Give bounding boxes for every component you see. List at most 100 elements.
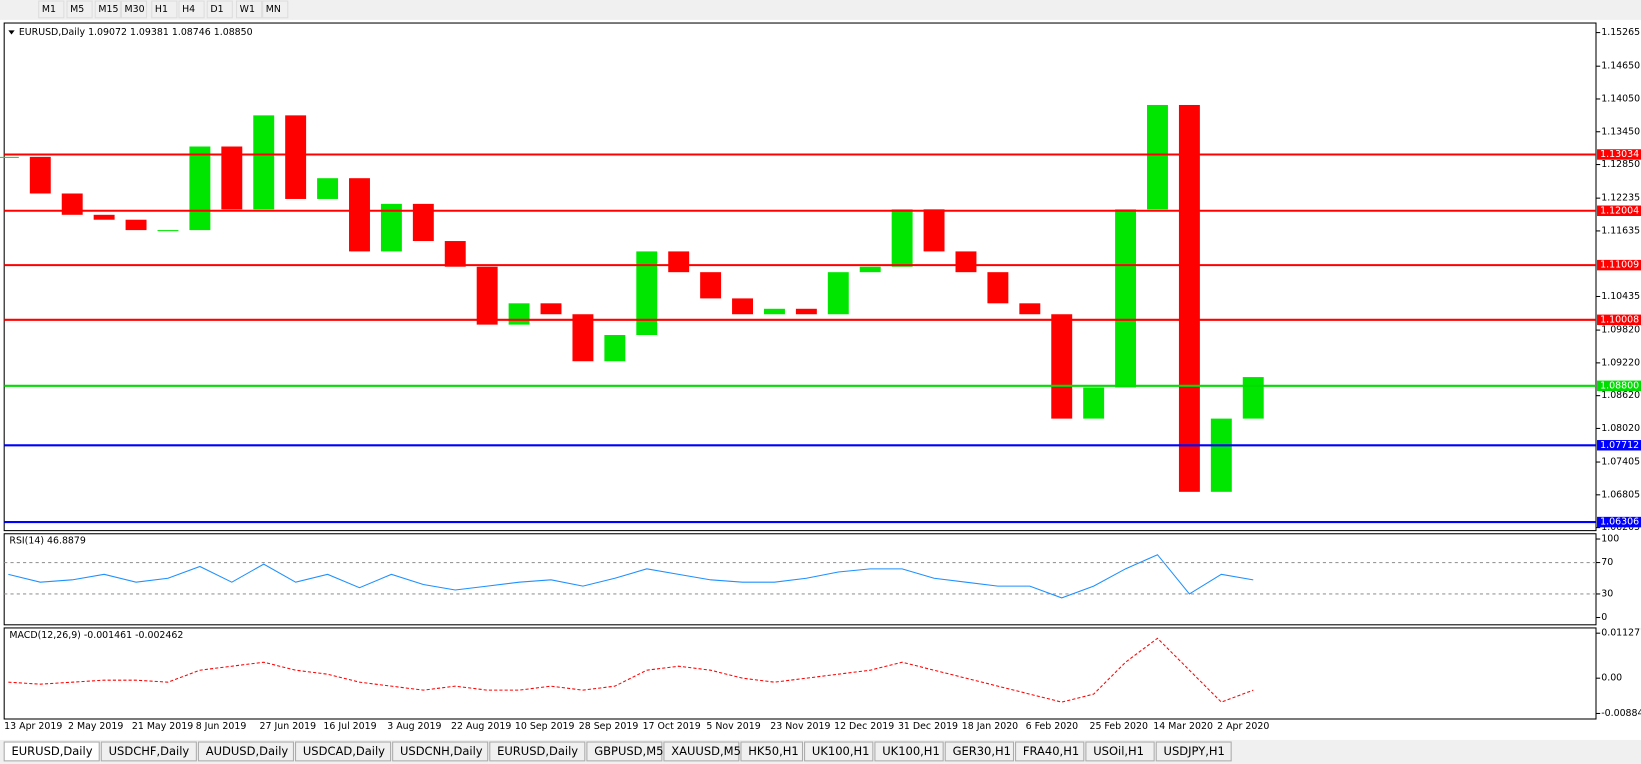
candle-body bbox=[700, 272, 722, 299]
candle-body bbox=[1019, 303, 1041, 315]
tab[interactable] bbox=[586, 741, 663, 762]
candle-body bbox=[29, 156, 51, 194]
y-tick-label: 1.09820 bbox=[1601, 325, 1640, 336]
tab[interactable] bbox=[874, 741, 944, 762]
level-label-box bbox=[1597, 205, 1641, 216]
tab-label[interactable]: GER30,H1 bbox=[953, 744, 1011, 758]
tab[interactable] bbox=[489, 741, 586, 762]
timeframe-button[interactable] bbox=[235, 0, 263, 19]
candle-body bbox=[795, 308, 817, 315]
timeframe-button[interactable] bbox=[178, 0, 205, 19]
tab[interactable] bbox=[197, 741, 294, 762]
tab[interactable] bbox=[3, 741, 100, 762]
timeframe-button[interactable] bbox=[151, 0, 178, 19]
indicator-line bbox=[8, 637, 1254, 703]
level-label-box bbox=[1597, 149, 1641, 160]
y-tick-label: 1.14050 bbox=[1601, 93, 1640, 104]
tab-label[interactable]: UK100,H1 bbox=[882, 744, 940, 758]
tab-label[interactable]: AUDUSD,Daily bbox=[206, 744, 289, 758]
timeframe-label[interactable]: M15 bbox=[98, 4, 118, 15]
level-label-box bbox=[1597, 259, 1641, 271]
tab-label[interactable]: FRA40,H1 bbox=[1023, 744, 1079, 758]
candle-body bbox=[444, 241, 466, 267]
candle-body bbox=[1147, 104, 1168, 210]
timeframe-button[interactable] bbox=[66, 0, 93, 19]
x-tick-label: 17 Oct 2019 bbox=[643, 721, 701, 732]
tab-label[interactable]: HK50,H1 bbox=[748, 744, 798, 758]
tab[interactable] bbox=[1085, 741, 1155, 762]
candle-body bbox=[987, 272, 1009, 304]
tab[interactable] bbox=[740, 741, 804, 762]
tab-label[interactable]: EURUSD,Daily bbox=[497, 744, 578, 758]
tab[interactable] bbox=[295, 741, 392, 762]
x-tick-label: 2 May 2019 bbox=[68, 721, 123, 732]
y-tick-label: 100 bbox=[1601, 534, 1619, 545]
tab-label[interactable]: USDCHF,Daily bbox=[109, 744, 190, 758]
candle-body bbox=[923, 209, 945, 252]
level-label: 1.07712 bbox=[1600, 440, 1639, 451]
chart-area bbox=[0, 19, 1641, 740]
collapse-icon bbox=[8, 30, 15, 35]
x-tick-label: 13 Apr 2019 bbox=[4, 721, 62, 732]
tab-label[interactable]: USDCNH,Daily bbox=[400, 744, 483, 758]
timeframe-label[interactable]: M1 bbox=[42, 4, 56, 15]
y-tick-label: 1.13450 bbox=[1601, 126, 1640, 137]
y-tick-label: 1.07405 bbox=[1601, 457, 1640, 468]
candle-body bbox=[827, 272, 849, 315]
candle-body bbox=[412, 203, 434, 242]
x-tick-label: 16 Jul 2019 bbox=[323, 721, 376, 732]
candle-body bbox=[859, 266, 881, 273]
x-tick-label: 3 Aug 2019 bbox=[387, 721, 441, 732]
timeframe-button[interactable] bbox=[262, 0, 289, 19]
level-label: 1.13034 bbox=[1600, 149, 1639, 160]
tab[interactable] bbox=[804, 741, 874, 762]
timeframe-button[interactable] bbox=[206, 0, 233, 19]
timeframe-label[interactable]: MN bbox=[266, 4, 281, 15]
tab[interactable] bbox=[663, 741, 740, 762]
tab[interactable] bbox=[100, 741, 197, 762]
tab[interactable] bbox=[1015, 741, 1085, 762]
x-tick-label: 23 Nov 2019 bbox=[770, 721, 830, 732]
candle-body bbox=[668, 251, 690, 273]
y-tick-label: 0 bbox=[1601, 612, 1607, 623]
timeframe-label[interactable]: D1 bbox=[210, 4, 223, 15]
timeframe-label[interactable]: M30 bbox=[125, 4, 145, 15]
tab[interactable] bbox=[392, 741, 489, 762]
level-label: 1.08800 bbox=[1600, 380, 1639, 391]
x-tick-label: 6 Feb 2020 bbox=[1026, 721, 1079, 732]
candle-body bbox=[1115, 209, 1137, 388]
tab-label[interactable]: USDJPY,H1 bbox=[1164, 744, 1225, 758]
toolbar bbox=[0, 0, 1641, 20]
timeframe-label[interactable]: M5 bbox=[70, 4, 84, 15]
x-tick-label: 5 Nov 2019 bbox=[706, 721, 760, 732]
candle-body bbox=[349, 178, 370, 252]
candle-body bbox=[891, 209, 913, 267]
candle-body bbox=[380, 203, 402, 252]
timeframe-label[interactable]: H1 bbox=[155, 4, 168, 15]
indicator-line bbox=[8, 554, 1254, 599]
x-tick-label: 27 Jun 2019 bbox=[260, 721, 317, 732]
timeframe-label[interactable]: H4 bbox=[182, 4, 195, 15]
x-tick-label: 21 May 2019 bbox=[132, 721, 193, 732]
timeframe-label[interactable]: W1 bbox=[240, 4, 255, 15]
tab-label[interactable]: GBPUSD,M5 bbox=[594, 744, 663, 758]
candle-body bbox=[253, 115, 275, 210]
y-tick-label: 1.09220 bbox=[1601, 357, 1640, 368]
rsi-panel bbox=[3, 533, 1597, 626]
y-tick-label: 1.10435 bbox=[1601, 291, 1640, 302]
macd-panel bbox=[3, 627, 1597, 720]
candle-body bbox=[604, 335, 626, 362]
tab[interactable] bbox=[944, 741, 1015, 762]
timeframe-button[interactable] bbox=[38, 0, 65, 19]
tab-label[interactable]: USOil,H1 bbox=[1093, 744, 1144, 758]
timeframe-button[interactable] bbox=[120, 0, 148, 19]
y-tick-label: 0.00 bbox=[1601, 673, 1622, 684]
tab-label[interactable]: XAUUSD,M5 bbox=[671, 744, 741, 758]
tab-label[interactable]: USDCAD,Daily bbox=[303, 744, 385, 758]
tab[interactable] bbox=[1155, 741, 1232, 762]
timeframe-button[interactable] bbox=[94, 0, 121, 19]
y-tick-label: 1.08620 bbox=[1601, 390, 1640, 401]
tab-label[interactable]: EURUSD,Daily bbox=[12, 744, 93, 758]
candle-body bbox=[93, 214, 115, 220]
tab-label[interactable]: UK100,H1 bbox=[812, 744, 870, 758]
